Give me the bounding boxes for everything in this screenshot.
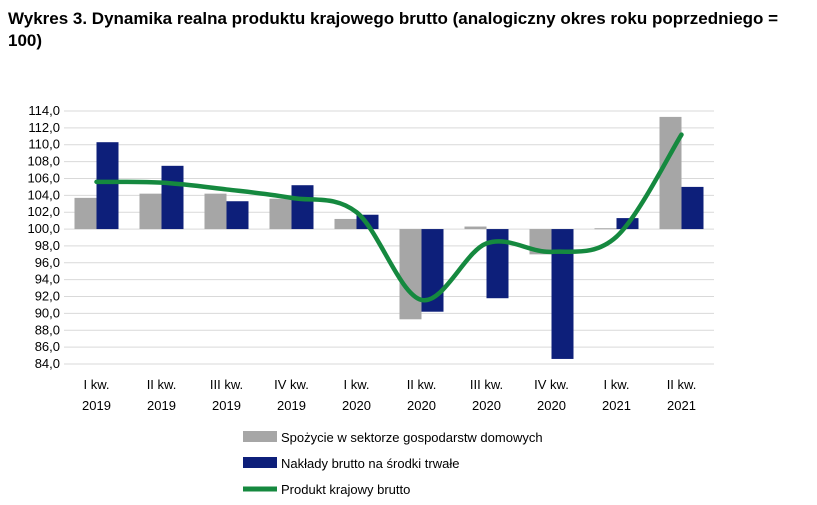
bar-naklady: [486, 229, 509, 299]
y-tick-label: 108,0: [27, 154, 60, 169]
bar-naklady: [96, 142, 119, 230]
x-tick-label: II kw.: [407, 377, 437, 392]
y-tick-label: 104,0: [27, 187, 60, 202]
y-tick-label: 114,0: [28, 103, 60, 118]
legend-label: Nakłady brutto na środki trwałe: [281, 456, 459, 471]
bar-spozycie: [399, 229, 422, 320]
x-tick-label: I kw.: [83, 377, 109, 392]
y-tick-label: 98,0: [35, 238, 60, 253]
legend-swatch: [243, 431, 277, 442]
bar-naklady: [161, 165, 184, 230]
x-tick-label: III kw.: [210, 377, 243, 392]
x-tick-label: 2021: [602, 398, 631, 413]
x-tick-label: III kw.: [470, 377, 503, 392]
x-tick-label: 2020: [472, 398, 501, 413]
line-pkb: [94, 132, 684, 303]
bar-spozycie: [334, 218, 357, 230]
x-tick-label: 2020: [537, 398, 566, 413]
x-tick-label: 2019: [82, 398, 111, 413]
bar-naklady: [226, 201, 249, 230]
x-tick-label: II kw.: [667, 377, 697, 392]
x-tick-label: 2019: [147, 398, 176, 413]
bar-spozycie: [269, 198, 292, 230]
pkb-line: [94, 132, 684, 303]
legend: Spożycie w sektorze gospodarstw domowych…: [243, 430, 543, 497]
x-axis: I kw. 2019 II kw. 2019 III kw. 2019 IV kw. 2019…: [82, 377, 696, 413]
bar-spozycie: [464, 226, 487, 230]
bar-spozycie: [139, 193, 162, 230]
x-tick-label: IV kw.: [534, 377, 569, 392]
bar-spozycie: [204, 193, 227, 230]
x-tick-label: 2020: [407, 398, 436, 413]
y-tick-label: 110,0: [28, 137, 60, 152]
y-tick-label: 112,0: [28, 120, 60, 135]
x-tick-label: 2020: [342, 398, 371, 413]
bar-naklady: [551, 229, 574, 359]
x-tick-label: II kw.: [147, 377, 177, 392]
x-tick-label: 2019: [277, 398, 306, 413]
bars: [74, 116, 704, 359]
x-tick-label: IV kw.: [274, 377, 309, 392]
y-tick-label: 96,0: [35, 255, 60, 270]
legend-label: Spożycie w sektorze gospodarstw domowych: [281, 430, 543, 445]
bar-spozycie: [594, 228, 617, 230]
bar-spozycie: [659, 116, 682, 230]
x-tick-label: I kw.: [343, 377, 369, 392]
y-tick-label: 92,0: [35, 289, 60, 304]
y-tick-label: 94,0: [35, 272, 60, 287]
legend-swatch: [243, 457, 277, 468]
x-tick-label: 2021: [667, 398, 696, 413]
x-tick-label: 2019: [212, 398, 241, 413]
bar-spozycie: [74, 197, 97, 230]
chart-title: Wykres 3. Dynamika realna produktu krajo…: [8, 9, 779, 50]
y-tick-label: 100,0: [27, 221, 60, 236]
legend-label: Produkt krajowy brutto: [281, 482, 410, 497]
y-tick-label: 86,0: [35, 339, 60, 354]
y-tick-label: 102,0: [27, 204, 60, 219]
x-tick-label: I kw.: [603, 377, 629, 392]
y-tick-label: 88,0: [35, 322, 60, 337]
bar-naklady: [291, 185, 314, 230]
y-tick-label: 106,0: [27, 170, 60, 185]
y-tick-label: 84,0: [35, 356, 60, 371]
y-tick-label: 90,0: [35, 305, 60, 320]
bar-naklady: [681, 186, 704, 230]
bar-naklady: [421, 229, 444, 312]
